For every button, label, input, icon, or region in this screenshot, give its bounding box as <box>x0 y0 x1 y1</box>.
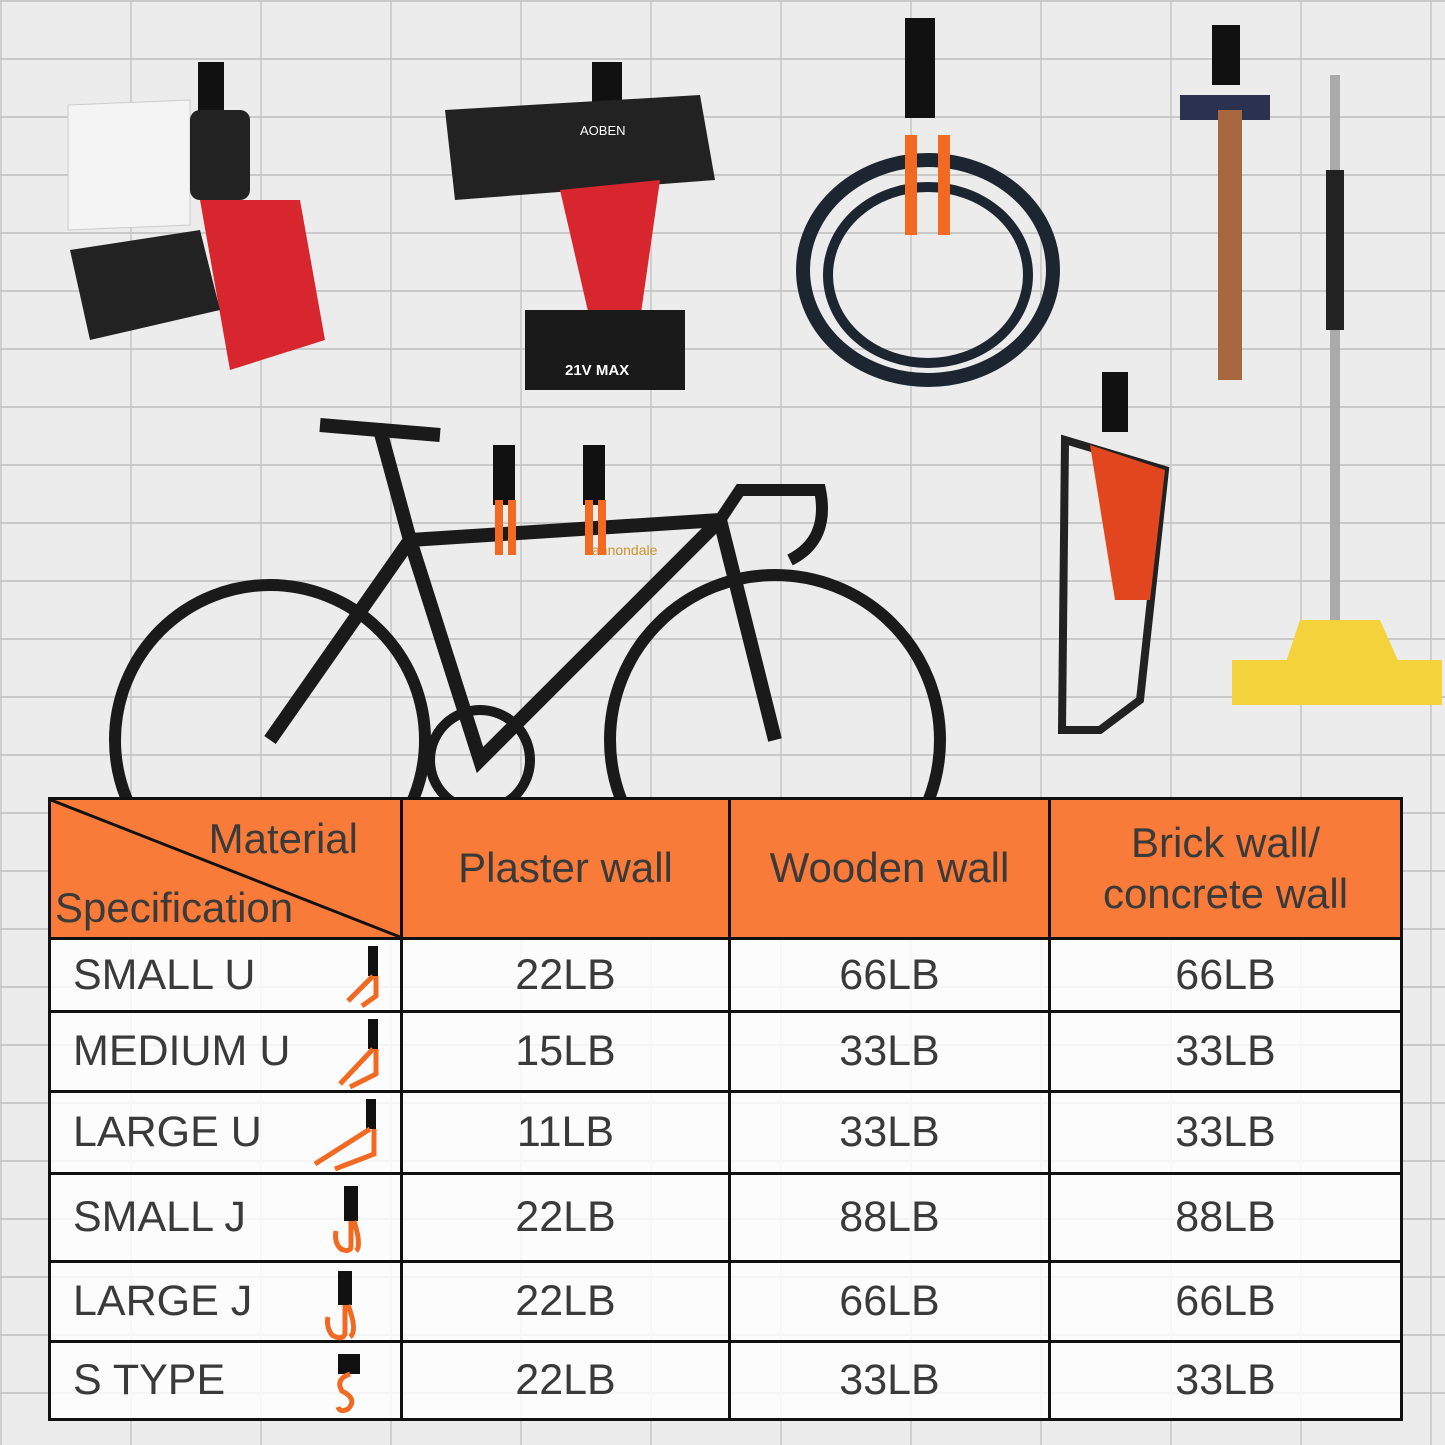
column-header-wooden: Wooden wall <box>728 797 1051 940</box>
mop-image <box>1232 75 1442 705</box>
value-cell: 33LB <box>728 1010 1051 1093</box>
bicycle-image: cannondale <box>109 418 946 800</box>
value-cell: 33LB <box>1048 1010 1403 1093</box>
large-u-hook-icon <box>313 1099 377 1171</box>
value-cell: 33LB <box>728 1340 1051 1421</box>
diagonal-divider <box>51 800 400 937</box>
corner-header-cell: Material Specification <box>48 797 403 940</box>
value-cell: 22LB <box>400 937 731 1013</box>
drill-brand: AOBEN <box>580 123 626 138</box>
s-type-hook-icon <box>335 1354 360 1414</box>
spec-name: LARGE J <box>73 1277 253 1325</box>
value-cell: 33LB <box>1048 1090 1403 1175</box>
load-capacity-table: Material Specification Plaster wall Wood… <box>48 797 1403 1421</box>
table-row: SMALL U 22LB 66LB 66LB <box>48 937 1403 1013</box>
hose-coil-image <box>796 18 1060 387</box>
value-cell: 11LB <box>400 1090 731 1175</box>
hammer-image <box>1180 25 1270 380</box>
bike-brand: cannondale <box>585 542 658 558</box>
table-row: MEDIUM U 15LB 33LB 33LB <box>48 1010 1403 1093</box>
column-header-brick: Brick wall/ concrete wall <box>1048 797 1403 940</box>
column-header-plaster: Plaster wall <box>400 797 731 940</box>
value-cell: 15LB <box>400 1010 731 1093</box>
material-label: Material <box>208 815 358 862</box>
value-cell: 88LB <box>1048 1172 1403 1263</box>
value-cell: 33LB <box>1048 1340 1403 1421</box>
spec-name: SMALL U <box>73 950 256 999</box>
product-scene: 21V MAX AOBEN cannondale <box>67 18 1442 800</box>
medium-u-hook-icon <box>338 1019 379 1089</box>
value-cell: 66LB <box>1048 1260 1403 1343</box>
specification-label: Specification <box>55 883 294 931</box>
value-cell: 33LB <box>728 1090 1051 1175</box>
spec-name: S TYPE <box>73 1356 226 1404</box>
value-cell: 22LB <box>400 1260 731 1343</box>
value-cell: 66LB <box>728 1260 1051 1343</box>
table-header-row: Material Specification Plaster wall Wood… <box>48 797 1403 940</box>
large-j-hook-icon <box>325 1271 356 1341</box>
table-row: S TYPE 22LB 33LB 33LB <box>48 1340 1403 1421</box>
paint-sprayer-image <box>67 62 325 370</box>
spec-name: MEDIUM U <box>73 1027 291 1075</box>
value-cell: 88LB <box>728 1172 1051 1263</box>
hacksaw-image <box>1057 372 1170 734</box>
small-j-hook-icon <box>333 1186 362 1253</box>
table-row: LARGE J 22LB 66LB 66LB <box>48 1260 1403 1343</box>
table-row: LARGE U 11LB 33LB 33LB <box>48 1090 1403 1175</box>
battery-label: 21V MAX <box>565 362 629 379</box>
value-cell: 22LB <box>400 1340 731 1421</box>
value-cell: 66LB <box>1048 937 1403 1013</box>
table-row: SMALL J 22LB 88LB 88LB <box>48 1172 1403 1263</box>
small-u-hook-icon <box>346 946 379 1008</box>
spec-name: LARGE U <box>73 1108 262 1156</box>
spec-name: SMALL J <box>73 1193 246 1241</box>
drill-image: 21V MAX AOBEN <box>445 62 715 390</box>
value-cell: 22LB <box>400 1172 731 1263</box>
value-cell: 66LB <box>728 937 1051 1013</box>
